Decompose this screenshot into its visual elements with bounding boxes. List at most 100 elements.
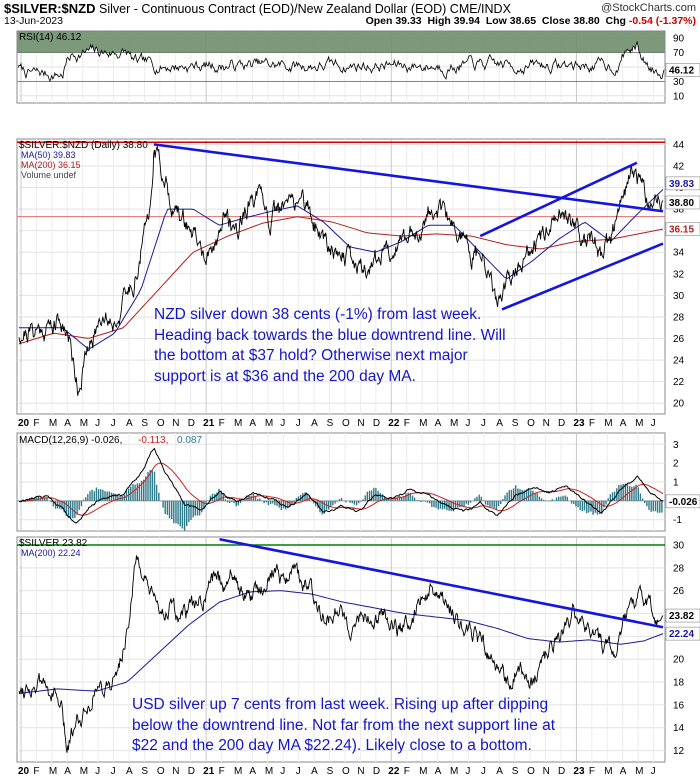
rsi-value-label: 46.12 — [669, 65, 694, 76]
usd-x-tick-label: M — [450, 766, 458, 777]
nzd-x-tick-label: M — [265, 418, 273, 429]
usd-tick-label: 30 — [673, 540, 685, 551]
usd-x-tick-label: J — [280, 766, 285, 777]
usd-x-tick-label: M — [234, 766, 242, 777]
brand-logo: @StockCharts.com — [601, 2, 696, 14]
nzd-x-tick-label: A — [311, 418, 318, 429]
usd-ma200-value-label-bg — [665, 626, 700, 641]
usd-x-tick-label: N — [172, 766, 179, 777]
nzd-channel-lower-line — [501, 242, 664, 311]
usd-tick-label: 12 — [673, 746, 685, 757]
usd-ma200-value-label: 22.24 — [669, 629, 694, 640]
nzd-x-tick-label: F — [219, 418, 225, 429]
nzd-channel-upper-line — [479, 161, 638, 238]
usd-x-tick-label: D — [188, 766, 195, 777]
nzd-x-tick-label: N — [357, 418, 364, 429]
usd-x-tick-label: N — [543, 766, 550, 777]
rsi-tick-label: 70 — [673, 48, 685, 59]
ohlc-readout: Open 39.33 High 39.94 Low 38.65 Close 38… — [366, 15, 696, 27]
nzd-x-tick-label: A — [620, 418, 627, 429]
nzd-close-value-label: 38.80 — [669, 198, 694, 209]
nzd-x-tick-label: N — [172, 418, 179, 429]
macd-value-label: -0.026 — [669, 497, 698, 508]
nzd-ma200-value-label-bg — [665, 222, 700, 236]
usd-x-tick-label: 20 — [18, 766, 30, 777]
nzd-annotation-line: Heading back towards the blue downtrend … — [154, 326, 506, 344]
usd-legend-price: $SILVER 23.82 — [19, 538, 88, 549]
nzd-x-tick-label: O — [342, 418, 350, 429]
open-value: 39.33 — [395, 15, 422, 27]
nzd-x-tick-label: F — [589, 418, 595, 429]
nzd-x-tick-label: F — [33, 418, 39, 429]
nzd-tick-label: 24 — [673, 356, 685, 367]
chg-value: -0.54 (-1.37%) — [628, 15, 696, 27]
usd-x-tick-label: F — [219, 766, 225, 777]
usd-x-tick-label: A — [496, 766, 503, 777]
nzd-x-tick-label: M — [450, 418, 458, 429]
nzd-legend-title: $SILVER:$NZD (Daily) 38.80 — [19, 140, 148, 151]
nzd-x-tick-label: M — [234, 418, 242, 429]
rsi-tick-label: 90 — [673, 34, 685, 45]
usd-x-tick-label: N — [357, 766, 364, 777]
nzd-x-tick-label: D — [373, 418, 380, 429]
nzd-annotation: NZD silver down 38 cents (-1%) from last… — [154, 305, 506, 387]
close-value: 38.80 — [573, 15, 600, 27]
nzd-x-tick-label: N — [543, 418, 550, 429]
usd-tick-label: 26 — [673, 586, 685, 597]
close-label: Close — [541, 15, 571, 27]
chart-header: $SILVER:$NZD Silver - Continuous Contrac… — [4, 0, 696, 30]
macd-legend-histogram: 0.087 — [177, 435, 202, 446]
nzd-x-tick-label: A — [496, 418, 503, 429]
nzd-x-tick-label: J — [95, 418, 100, 429]
nzd-x-tick-label: 23 — [573, 418, 585, 429]
usd-x-tick-label: J — [111, 766, 116, 777]
usd-legend-ma200: MA(200) 22.24 — [21, 548, 81, 558]
usd-annotation-line: $22 and the 200 day MA $22.24). Likely c… — [132, 737, 532, 754]
macd-legend-signal: -0.113, — [138, 435, 168, 446]
macd-signal-line — [19, 462, 664, 516]
rsi-legend: RSI(14) 46.12 — [19, 32, 82, 43]
usd-x-tick-label: A — [249, 766, 256, 777]
nzd-legend-ma200: MA(200) 36.15 — [21, 160, 81, 170]
usd-x-tick-label: F — [33, 766, 39, 777]
usd-x-tick-label: A — [64, 766, 71, 777]
usd-annotation-line: below the downtrend line. Not far from t… — [132, 716, 556, 734]
usd-x-tick-label: D — [373, 766, 380, 777]
usd-x-tick-label: F — [404, 766, 410, 777]
nzd-x-tick-label: M — [80, 418, 88, 429]
nzd-x-tick-label: S — [512, 418, 519, 429]
rsi-tick-label: 30 — [673, 77, 685, 88]
nzd-x-tick-label: D — [188, 418, 195, 429]
usd-x-tick-label: S — [512, 766, 519, 777]
symbol: $SILVER:$NZD — [4, 1, 96, 16]
macd-tick-label: -1 — [673, 515, 682, 526]
nzd-close-value-label-bg — [665, 195, 700, 210]
nzd-x-tick-label: A — [249, 418, 256, 429]
nzd-x-tick-label: S — [327, 418, 334, 429]
nzd-x-tick-label: J — [111, 418, 116, 429]
usd-close-value-label-bg — [665, 608, 700, 623]
nzd-tick-label: 28 — [673, 312, 685, 323]
nzd-tick-label: 44 — [673, 140, 685, 151]
nzd-tick-label: 34 — [673, 248, 685, 259]
usd-downtrend-line — [219, 538, 664, 629]
nzd-tick-label: 38 — [673, 205, 685, 216]
usd-x-tick-label: O — [157, 766, 165, 777]
usd-tick-label: 14 — [673, 723, 685, 734]
nzd-downtrend-line — [153, 143, 664, 213]
usd-x-tick-label: M — [80, 766, 88, 777]
nzd-x-tick-label: M — [604, 418, 612, 429]
usd-x-tick-label: J — [95, 766, 100, 777]
usd-x-tick-label: S — [141, 766, 148, 777]
usd-x-tick-label: M — [49, 766, 57, 777]
usd-annotation: USD silver up 7 cents from last week. Ri… — [132, 695, 555, 757]
rsi-tick-label: 10 — [673, 91, 685, 102]
nzd-x-tick-label: D — [558, 418, 565, 429]
nzd-x-tick-label: 20 — [18, 418, 30, 429]
usd-x-tick-label: M — [419, 766, 427, 777]
nzd-x-tick-label: S — [141, 418, 148, 429]
rsi-value-label-bg — [665, 62, 700, 77]
nzd-x-tick-label: O — [157, 418, 165, 429]
usd-x-tick-label: 21 — [203, 766, 215, 777]
